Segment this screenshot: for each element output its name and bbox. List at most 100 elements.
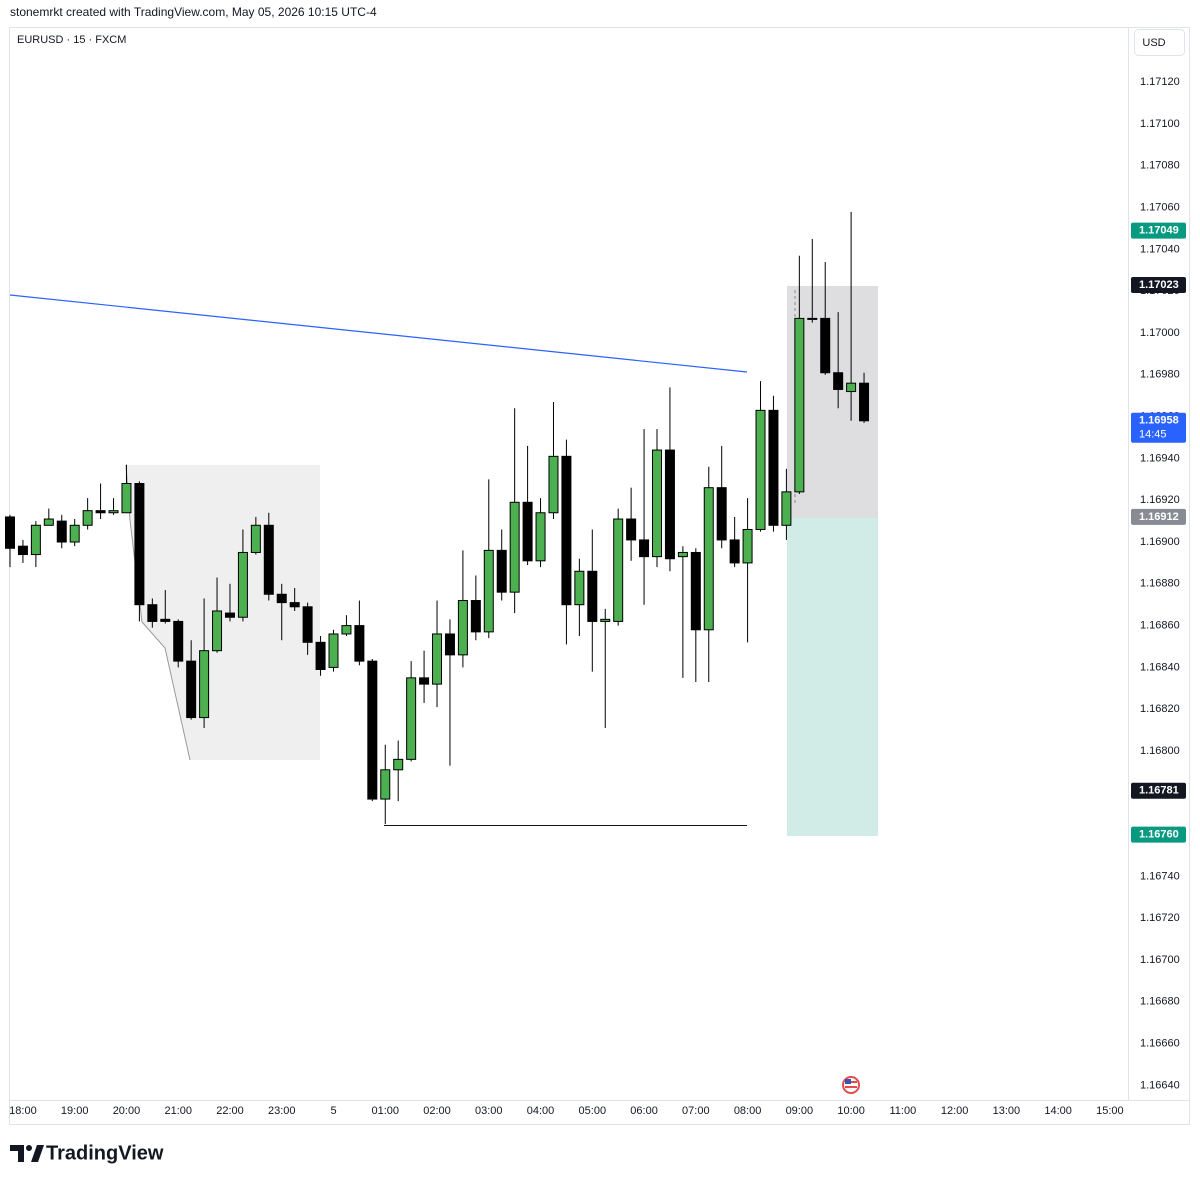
candle-body xyxy=(509,501,520,593)
candle-body xyxy=(820,317,831,374)
candle-body xyxy=(703,487,714,631)
axis: 1.16640 1.16660 1.16680 1.16700 1.16720 1.167… xyxy=(9,76,1186,1117)
x-tick-label: 12:00 xyxy=(941,1105,969,1117)
y-tick-label: 1.16660 xyxy=(1140,1037,1180,1049)
candle-body xyxy=(224,612,235,618)
frame xyxy=(9,27,1190,1125)
candle-body xyxy=(755,409,766,530)
y-tick-label: 1.16940 xyxy=(1140,452,1180,464)
x-tick-label: 13:00 xyxy=(993,1105,1021,1117)
x-tick-label: 21:00 xyxy=(164,1105,192,1117)
price-tag-label: 1.16912 xyxy=(1139,511,1179,523)
y-tick-label: 1.16720 xyxy=(1140,912,1180,924)
x-tick-label: 07:00 xyxy=(682,1105,710,1117)
candle-body xyxy=(574,570,585,606)
candle-body xyxy=(522,501,533,562)
candle-body xyxy=(237,551,248,618)
candle-body xyxy=(587,570,598,622)
y-tick-label: 1.16820 xyxy=(1140,703,1180,715)
candle-body xyxy=(846,382,857,393)
y-tick-label: 1.16680 xyxy=(1140,996,1180,1008)
y-tick-label: 1.17040 xyxy=(1140,243,1180,255)
candle-body xyxy=(263,524,274,595)
currency: USD xyxy=(1142,37,1165,49)
price-tag-box xyxy=(1131,826,1186,843)
candle-body xyxy=(380,769,391,800)
candle-body xyxy=(729,539,740,564)
candle-body xyxy=(250,524,261,553)
x-tick-label: 20:00 xyxy=(113,1105,141,1117)
y-tick-label: 1.16640 xyxy=(1140,1079,1180,1091)
candle-body xyxy=(833,372,844,390)
price-tag-label: 1.16760 xyxy=(1139,828,1179,840)
candle-body xyxy=(82,510,93,526)
price-tag-label: 1.17023 xyxy=(1139,279,1179,291)
candle-body xyxy=(108,510,119,514)
candle-body xyxy=(134,482,145,606)
x-tick-label: 01:00 xyxy=(371,1105,399,1117)
event-flag[interactable] xyxy=(842,1076,860,1094)
candle-body xyxy=(794,317,805,493)
candle-body xyxy=(302,606,313,643)
candle-body xyxy=(173,620,184,662)
trend-line[interactable] xyxy=(9,294,748,373)
candle-body xyxy=(315,641,326,670)
candle-body xyxy=(406,677,417,760)
price-tag-label: 1.16781 xyxy=(1139,785,1179,797)
y-tick-label: 1.16900 xyxy=(1140,536,1180,548)
x-tick-label: 15:00 xyxy=(1096,1105,1124,1117)
candle-body xyxy=(613,518,624,622)
candle-body xyxy=(535,512,546,562)
target-zone xyxy=(787,518,878,836)
candle-body xyxy=(561,455,572,606)
candle-body xyxy=(289,602,300,608)
candle-body xyxy=(56,520,67,543)
candle-body xyxy=(677,551,688,558)
candle-body xyxy=(160,618,171,622)
candle-body xyxy=(781,491,792,526)
candle-body xyxy=(121,482,132,514)
price-tag: 1.17023 xyxy=(1131,276,1186,293)
x-tick-label: 08:00 xyxy=(734,1105,762,1117)
candle-body xyxy=(419,677,430,685)
candle-body xyxy=(626,518,637,541)
candle-body xyxy=(30,524,41,556)
candle-body xyxy=(17,545,28,556)
y-tick-label: 1.16860 xyxy=(1140,620,1180,632)
x-tick-label: 04:00 xyxy=(527,1105,555,1117)
candle-body xyxy=(393,758,404,771)
y-tick-label: 1.16700 xyxy=(1140,954,1180,966)
price-tag: 1.16760 xyxy=(1131,826,1186,843)
x-tick-label: 19:00 xyxy=(61,1105,89,1117)
y-tick-label: 1.17000 xyxy=(1140,327,1180,339)
price-tag-box xyxy=(1131,222,1186,239)
candle-body xyxy=(5,516,15,549)
x-tick-label: 05:00 xyxy=(579,1105,607,1117)
logo xyxy=(10,1145,44,1162)
candle-body xyxy=(652,449,662,558)
candle-body xyxy=(483,549,494,633)
candle-body xyxy=(43,518,54,526)
price-tag: 1.16912 xyxy=(1131,508,1186,525)
candle-body xyxy=(496,549,507,593)
x-tick-label: 03:00 xyxy=(475,1105,503,1117)
y-tick-label: 1.16980 xyxy=(1140,369,1180,381)
y-tick-label: 1.16920 xyxy=(1140,494,1180,506)
currency-box[interactable] xyxy=(1134,29,1185,56)
candle-body xyxy=(367,660,378,800)
candle-body xyxy=(548,455,559,514)
x-tick-label: 06:00 xyxy=(630,1105,658,1117)
x-tick-label: 5 xyxy=(330,1105,336,1117)
y-tick-label: 1.16880 xyxy=(1140,578,1180,590)
candle-body xyxy=(354,625,365,662)
candles xyxy=(5,211,870,825)
price-tag-box xyxy=(1131,412,1186,443)
x-tick-label: 22:00 xyxy=(216,1105,244,1117)
candle-body xyxy=(639,539,650,558)
price-tag: 1.16958 14:45 xyxy=(1131,412,1186,443)
candle-body xyxy=(69,524,80,543)
price-tag: 1.17049 xyxy=(1131,222,1186,239)
candle-body xyxy=(328,633,339,668)
